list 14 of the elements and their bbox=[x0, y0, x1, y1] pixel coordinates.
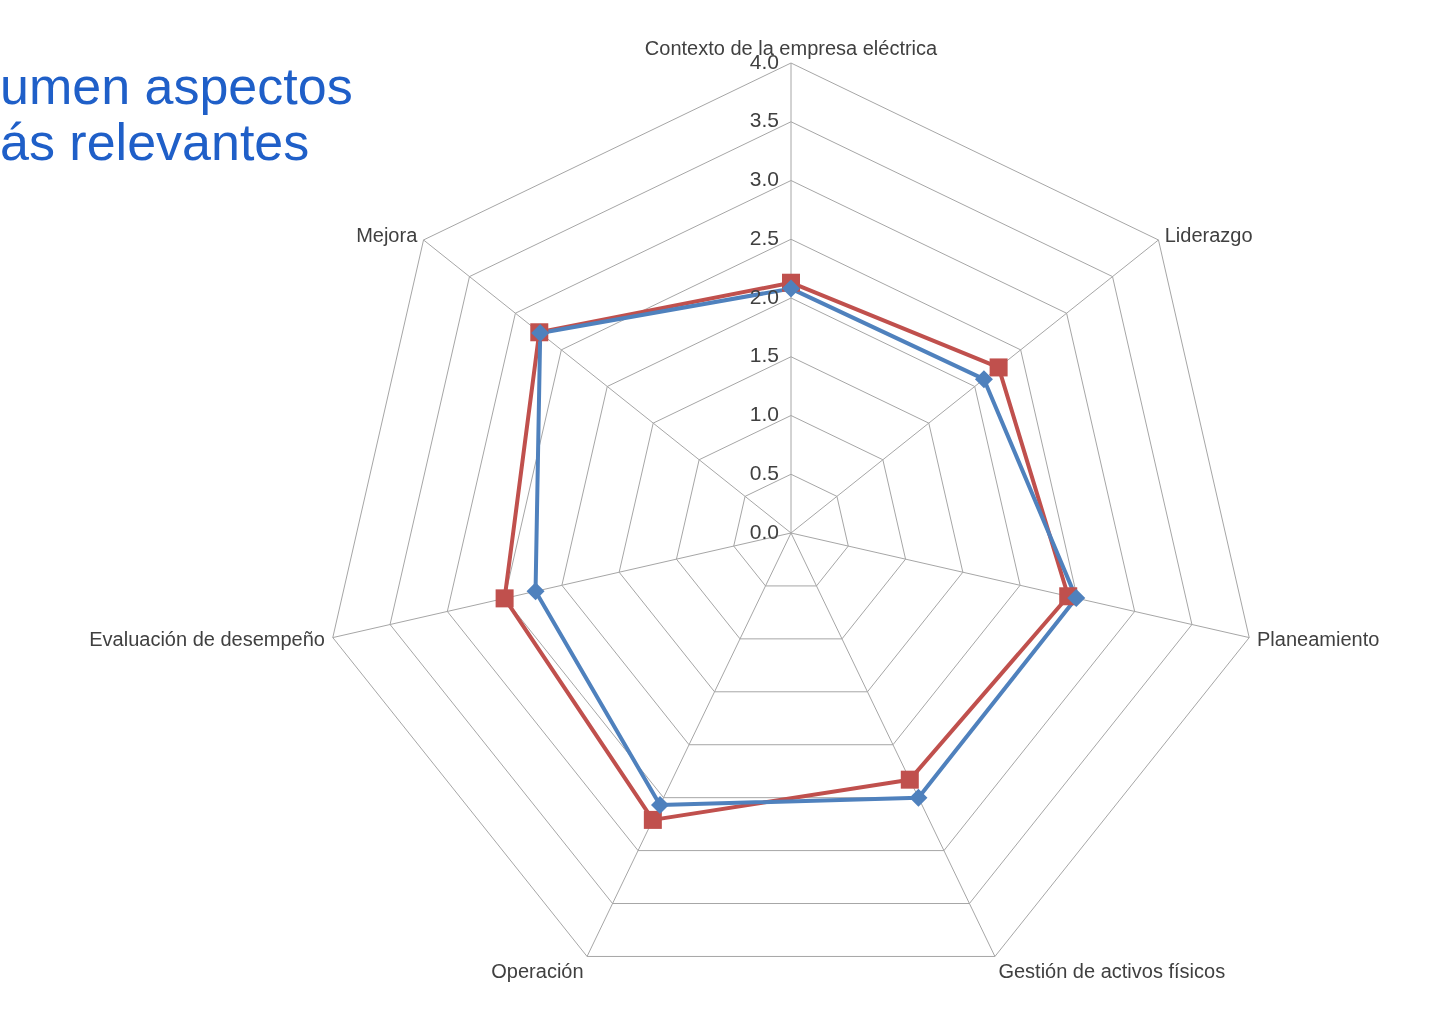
y-tick-label: 0.0 bbox=[749, 519, 779, 543]
y-tick-label: 3.0 bbox=[749, 167, 779, 191]
spoke-label: Gestión de activos físicos bbox=[998, 959, 1226, 982]
spoke-label: Mejora bbox=[356, 224, 419, 247]
text: umen aspectos ás relevantes bbox=[0, 57, 353, 171]
spoke-label: Liderazgo bbox=[1164, 224, 1253, 247]
y-tick-label: 2.5 bbox=[749, 225, 779, 249]
y-tick-label: 1.0 bbox=[749, 402, 779, 426]
y-tick-label: 3.5 bbox=[749, 108, 779, 132]
y-tick-label: 0.5 bbox=[749, 460, 779, 484]
spoke-label: Evaluación de desempeño bbox=[89, 628, 325, 651]
y-tick-label: 1.5 bbox=[749, 343, 779, 367]
spoke-label: Planeamiento bbox=[1257, 628, 1380, 651]
spoke-label: Operación bbox=[491, 959, 584, 982]
